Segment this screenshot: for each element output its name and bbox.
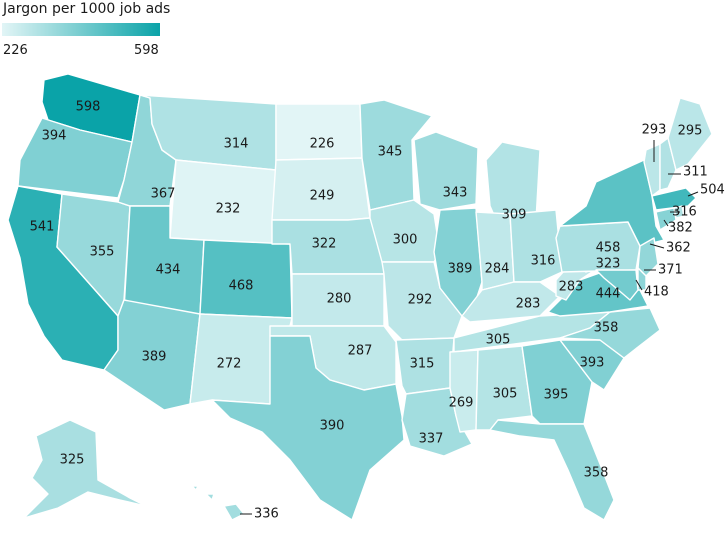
value-label-ok: 287 [348, 344, 373, 359]
value-label-az: 389 [142, 350, 167, 365]
legend-min-label: 226 [3, 43, 28, 58]
value-label-mi: 309 [502, 208, 527, 223]
value-label-ut: 434 [156, 263, 181, 278]
value-label-mo: 292 [408, 293, 433, 308]
value-label-hi: 336 [254, 507, 279, 522]
value-label-mt: 314 [224, 137, 249, 152]
value-label-ms: 269 [449, 396, 474, 411]
value-label-nh: 311 [683, 165, 708, 180]
value-label-ia: 300 [393, 233, 418, 248]
leader-line-nj [649, 243, 665, 249]
state-in [475, 211, 515, 291]
value-label-nm: 272 [217, 357, 242, 372]
value-label-vt: 293 [642, 123, 667, 138]
state-nc [559, 307, 661, 359]
value-label-de: 371 [658, 263, 683, 278]
value-label-id: 367 [151, 187, 176, 202]
value-label-ma: 504 [700, 183, 725, 198]
value-label-pa: 323 [596, 257, 621, 272]
state-me [667, 97, 713, 171]
value-label-in: 284 [485, 262, 510, 277]
state-ky [461, 281, 561, 323]
value-label-fl: 358 [584, 466, 609, 481]
state-mn [359, 99, 433, 211]
state-ak [23, 419, 147, 519]
value-label-oh: 316 [531, 254, 556, 269]
leader-line-md [635, 279, 643, 291]
leader-line-ct [663, 219, 669, 227]
value-label-wi: 343 [443, 186, 468, 201]
value-label-nv: 355 [90, 245, 115, 260]
state-oh [509, 209, 563, 283]
state-ny [559, 159, 665, 247]
state-nh [659, 137, 677, 191]
legend-max-label: 598 [134, 43, 159, 58]
value-label-tn: 305 [486, 333, 511, 348]
state-wi [413, 131, 479, 211]
legend-color-scale [2, 23, 160, 36]
value-label-me: 295 [678, 124, 703, 139]
state-nd [275, 103, 363, 161]
value-label-va: 444 [596, 287, 621, 302]
state-vt [643, 143, 661, 197]
value-label-tx: 390 [320, 419, 345, 434]
value-label-mn: 345 [378, 145, 403, 160]
value-label-ga: 395 [544, 388, 569, 403]
value-label-nj: 362 [666, 241, 691, 256]
value-label-ny: 458 [596, 241, 621, 256]
state-ma [651, 187, 697, 211]
state-fl [489, 419, 615, 521]
leader-line-ma [687, 191, 699, 197]
value-label-ne: 322 [312, 237, 337, 252]
value-label-md: 418 [644, 285, 669, 300]
value-label-wa: 598 [76, 100, 101, 115]
state-ia [369, 199, 441, 263]
value-label-sc: 393 [580, 356, 605, 371]
state-md [595, 269, 639, 301]
state-ct [655, 207, 677, 231]
value-label-nc: 358 [594, 321, 619, 336]
value-label-or: 394 [42, 129, 67, 144]
value-label-la: 337 [419, 432, 444, 447]
value-label-ri: 316 [672, 205, 697, 220]
value-label-co: 468 [229, 279, 254, 294]
state-tx [211, 335, 405, 521]
legend-title: Jargon per 1000 job ads [3, 1, 171, 17]
value-label-ks: 280 [327, 292, 352, 307]
value-label-ky: 283 [516, 297, 541, 312]
value-label-sd: 249 [310, 189, 335, 204]
value-label-il: 389 [448, 262, 473, 277]
value-label-ct: 382 [668, 221, 693, 236]
value-label-wv: 283 [559, 280, 584, 295]
value-label-wy: 232 [216, 202, 241, 217]
value-label-ar: 315 [410, 357, 435, 372]
state-hi [191, 485, 245, 521]
value-label-ak: 325 [60, 453, 85, 468]
value-label-al: 305 [493, 387, 518, 402]
value-label-nd: 226 [310, 137, 335, 152]
value-label-ca: 541 [30, 220, 55, 235]
